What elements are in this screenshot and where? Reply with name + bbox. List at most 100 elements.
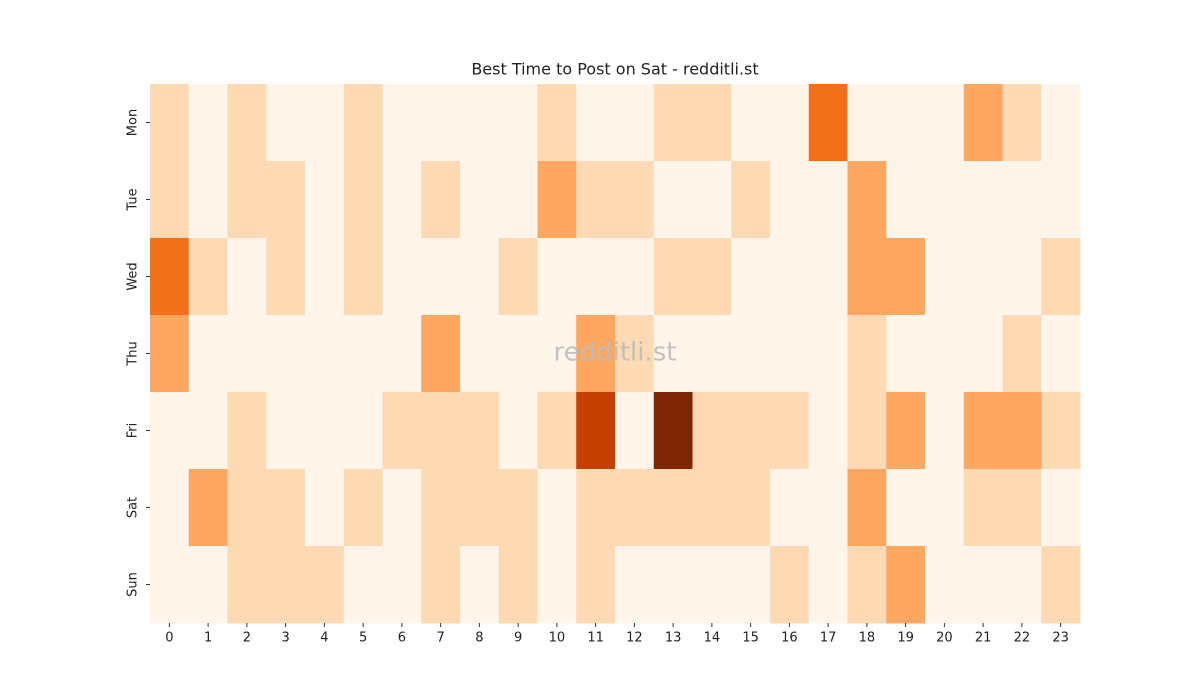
- y-tick-label: Tue: [126, 188, 141, 211]
- heat-cell: [576, 469, 616, 547]
- heat-cell: [576, 161, 616, 239]
- heat-cell: [537, 392, 577, 470]
- heat-cell: [1002, 84, 1042, 162]
- heat-cell: [537, 469, 577, 547]
- heat-cell: [925, 84, 965, 162]
- x-tick-label: 11: [587, 631, 604, 646]
- x-tick-label: 23: [1052, 631, 1069, 646]
- heat-cell: [808, 161, 848, 239]
- heat-cell: [498, 392, 538, 470]
- heat-cell: [1041, 315, 1081, 393]
- x-tick-label: 19: [897, 631, 914, 646]
- heat-cell: [343, 161, 383, 239]
- heat-cell: [1002, 161, 1042, 239]
- heat-cell: [227, 392, 267, 470]
- heat-cell: [343, 392, 383, 470]
- heat-cell: [731, 392, 771, 470]
- heat-cell: [1041, 161, 1081, 239]
- heat-cell: [615, 392, 655, 470]
- heat-cell: [576, 84, 616, 162]
- x-tick-label: 9: [514, 631, 522, 646]
- heat-cell: [1041, 392, 1081, 470]
- x-tick-label: 15: [742, 631, 759, 646]
- heat-cell: [963, 84, 1003, 162]
- heat-cell: [615, 161, 655, 239]
- heat-cell: [460, 392, 500, 470]
- heat-cell: [150, 469, 190, 547]
- heat-cell: [808, 238, 848, 316]
- heat-cell: [576, 238, 616, 316]
- heat-cell: [498, 84, 538, 162]
- heat-cell: [537, 161, 577, 239]
- heat-cell: [382, 161, 422, 239]
- heat-cell: [770, 469, 810, 547]
- heat-cell: [188, 161, 228, 239]
- y-tick-label: Sun: [126, 572, 141, 597]
- heat-cell: [731, 161, 771, 239]
- heat-cell: [421, 238, 461, 316]
- x-tick-label: 20: [936, 631, 953, 646]
- heat-cell: [1041, 546, 1081, 624]
- heat-cell: [808, 315, 848, 393]
- heat-cell: [576, 315, 616, 393]
- heat-cell: [266, 469, 306, 547]
- heat-cell: [266, 84, 306, 162]
- heat-cell: [692, 469, 732, 547]
- heat-cell: [227, 161, 267, 239]
- heat-cell: [886, 161, 926, 239]
- heat-cell: [537, 546, 577, 624]
- heat-cell: [808, 84, 848, 162]
- x-tick-label: 17: [820, 631, 837, 646]
- x-tick-label: 6: [398, 631, 406, 646]
- x-tick-label: 1: [204, 631, 212, 646]
- x-tick-label: 22: [1014, 631, 1031, 646]
- heat-cell: [421, 469, 461, 547]
- heat-cell: [498, 161, 538, 239]
- heat-cell: [498, 315, 538, 393]
- x-tick-label: 14: [704, 631, 721, 646]
- heat-cell: [886, 392, 926, 470]
- heat-cell: [615, 469, 655, 547]
- heat-cell: [460, 315, 500, 393]
- heat-cell: [305, 546, 345, 624]
- heat-cell: [576, 546, 616, 624]
- heat-cell: [188, 315, 228, 393]
- heat-cell: [498, 546, 538, 624]
- heat-cell: [421, 315, 461, 393]
- heat-cell: [925, 469, 965, 547]
- heat-cell: [692, 238, 732, 316]
- heat-cell: [886, 546, 926, 624]
- heat-cell: [847, 469, 887, 547]
- x-tick-label: 5: [359, 631, 367, 646]
- heat-cell: [150, 161, 190, 239]
- y-tick-label: Fri: [126, 423, 141, 439]
- heat-cell: [963, 238, 1003, 316]
- heat-cell: [1041, 469, 1081, 547]
- heat-cell: [188, 392, 228, 470]
- heat-cell: [731, 469, 771, 547]
- heat-cell: [925, 315, 965, 393]
- x-tick-label: 18: [859, 631, 876, 646]
- heat-cell: [460, 84, 500, 162]
- heat-cell: [1041, 84, 1081, 162]
- heat-cell: [266, 161, 306, 239]
- heat-cell: [150, 546, 190, 624]
- heat-cell: [460, 161, 500, 239]
- heat-cell: [963, 469, 1003, 547]
- chart-title: Best Time to Post on Sat - redditli.st: [471, 60, 758, 79]
- heat-cell: [1002, 392, 1042, 470]
- heat-cell: [227, 238, 267, 316]
- heat-cell: [731, 84, 771, 162]
- heat-cell: [227, 546, 267, 624]
- heat-cell: [770, 161, 810, 239]
- heat-cell: [847, 84, 887, 162]
- heat-cell: [653, 315, 693, 393]
- heat-cell: [150, 392, 190, 470]
- heat-cell: [1002, 546, 1042, 624]
- x-tick-label: 0: [165, 631, 173, 646]
- heat-cell: [421, 84, 461, 162]
- heat-cell: [382, 238, 422, 316]
- y-tick-label: Thu: [126, 341, 141, 366]
- heat-cell: [537, 84, 577, 162]
